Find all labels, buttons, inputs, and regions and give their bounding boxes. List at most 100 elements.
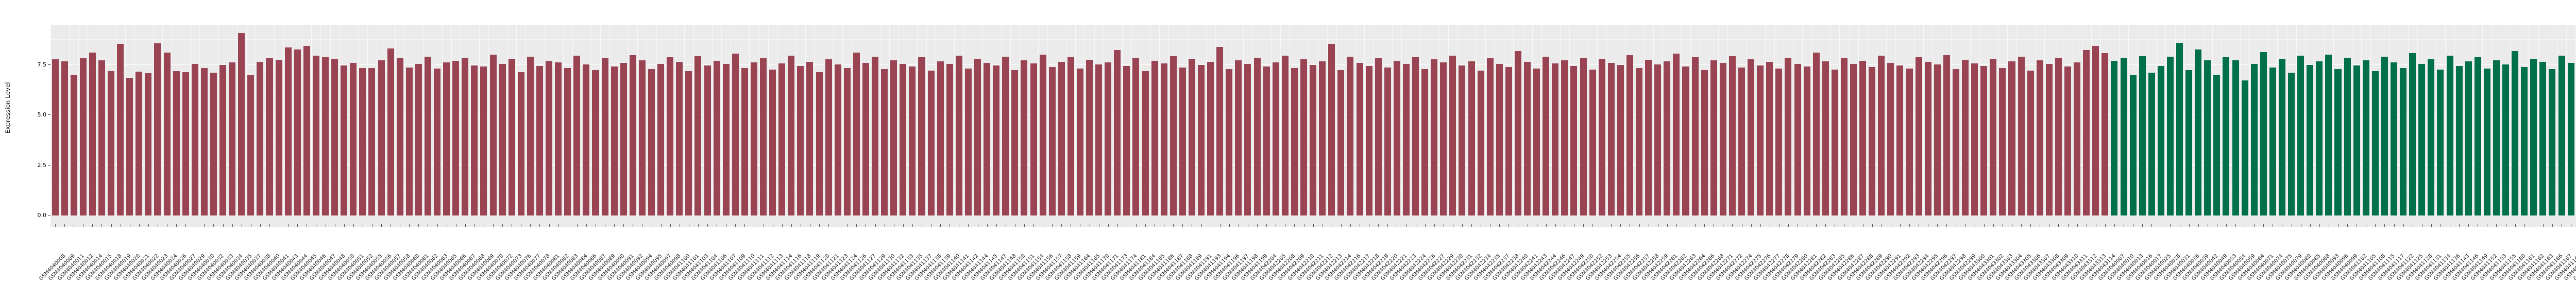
bar[interactable] — [657, 63, 665, 215]
bar[interactable] — [1151, 61, 1158, 215]
bar[interactable] — [2278, 59, 2285, 215]
bar[interactable] — [638, 60, 646, 215]
bar[interactable] — [2195, 49, 2202, 215]
bar[interactable] — [1924, 62, 1931, 215]
bar[interactable] — [2213, 75, 2221, 215]
bar[interactable] — [1607, 62, 1615, 215]
bar[interactable] — [2446, 55, 2453, 215]
bar[interactable] — [247, 74, 255, 215]
bar[interactable] — [788, 55, 795, 215]
bar[interactable] — [2008, 61, 2015, 215]
bar[interactable] — [2539, 62, 2547, 215]
bar[interactable] — [974, 59, 981, 215]
bar[interactable] — [2353, 65, 2360, 215]
bar[interactable] — [1878, 55, 1885, 215]
bar[interactable] — [760, 58, 767, 215]
bar[interactable] — [1822, 61, 1829, 215]
bar[interactable] — [480, 67, 487, 215]
bar[interactable] — [704, 65, 711, 215]
bar[interactable] — [2027, 70, 2034, 215]
bar[interactable] — [200, 68, 208, 215]
bar[interactable] — [275, 59, 282, 215]
bar[interactable] — [79, 58, 87, 215]
bar[interactable] — [2437, 70, 2444, 215]
bar[interactable] — [396, 58, 403, 215]
bar[interactable] — [2018, 57, 2025, 215]
bar[interactable] — [629, 55, 636, 215]
bar[interactable] — [1570, 66, 1578, 215]
bar[interactable] — [424, 56, 431, 215]
bar[interactable] — [1775, 69, 1783, 215]
bar[interactable] — [1179, 68, 1186, 215]
bar[interactable] — [1748, 59, 1755, 215]
bar[interactable] — [676, 62, 683, 215]
bar[interactable] — [685, 71, 692, 215]
bar[interactable] — [1887, 63, 1894, 215]
bar[interactable] — [1710, 60, 1717, 215]
bar[interactable] — [415, 63, 422, 215]
bar[interactable] — [471, 65, 478, 215]
bar[interactable] — [853, 52, 860, 215]
bar[interactable] — [2418, 63, 2426, 215]
bar[interactable] — [964, 68, 972, 215]
bar[interactable] — [1412, 57, 1419, 215]
bar[interactable] — [909, 66, 916, 215]
bar[interactable] — [797, 66, 804, 215]
bar[interactable] — [508, 58, 515, 215]
bar[interactable] — [1757, 65, 1764, 215]
bar[interactable] — [843, 68, 851, 215]
bar[interactable] — [1645, 60, 1652, 215]
bar[interactable] — [1021, 60, 1028, 215]
bar[interactable] — [984, 62, 991, 215]
bar[interactable] — [2260, 52, 2267, 215]
bar[interactable] — [955, 55, 962, 215]
bar[interactable] — [1766, 62, 1773, 215]
bar[interactable] — [1552, 63, 1559, 215]
bar[interactable] — [173, 71, 180, 215]
bar[interactable] — [1654, 64, 1662, 215]
bar[interactable] — [1310, 64, 1317, 215]
bar[interactable] — [2362, 60, 2369, 215]
bar[interactable] — [918, 57, 925, 215]
bar[interactable] — [2092, 46, 2099, 215]
bar[interactable] — [1132, 58, 1140, 215]
bar[interactable] — [1365, 65, 1372, 215]
bar[interactable] — [191, 63, 198, 215]
bar[interactable] — [312, 56, 319, 215]
bar[interactable] — [1393, 60, 1400, 215]
bar[interactable] — [2269, 67, 2276, 215]
bar[interactable] — [1682, 67, 1689, 215]
bar[interactable] — [2344, 58, 2351, 215]
bar[interactable] — [1580, 57, 1587, 215]
bar[interactable] — [620, 63, 627, 215]
bar[interactable] — [2371, 71, 2379, 215]
bar[interactable] — [1533, 68, 1540, 215]
bar[interactable] — [1337, 70, 1345, 215]
bar[interactable] — [2297, 56, 2304, 215]
bar[interactable] — [2428, 59, 2435, 215]
bar[interactable] — [1636, 68, 1643, 215]
bar[interactable] — [1067, 57, 1074, 215]
bar[interactable] — [1561, 60, 1568, 215]
bar[interactable] — [1962, 59, 1969, 215]
bar[interactable] — [2558, 55, 2565, 215]
bar[interactable] — [2474, 57, 2481, 215]
bar[interactable] — [2390, 62, 2397, 215]
bar[interactable] — [1170, 56, 1177, 215]
bar[interactable] — [89, 53, 96, 215]
bar[interactable] — [769, 69, 776, 215]
bar[interactable] — [2381, 56, 2388, 215]
bar[interactable] — [1906, 68, 1913, 215]
bar[interactable] — [1058, 62, 1065, 215]
bar[interactable] — [778, 63, 786, 215]
bar[interactable] — [583, 64, 590, 215]
bar[interactable] — [117, 44, 124, 215]
bar[interactable] — [741, 68, 748, 215]
bar[interactable] — [2250, 63, 2258, 215]
bar[interactable] — [1216, 46, 1224, 215]
bar[interactable] — [1160, 63, 1167, 215]
bar[interactable] — [1402, 64, 1410, 215]
bar[interactable] — [2045, 63, 2053, 215]
bar[interactable] — [2139, 56, 2146, 215]
bar[interactable] — [825, 59, 832, 215]
